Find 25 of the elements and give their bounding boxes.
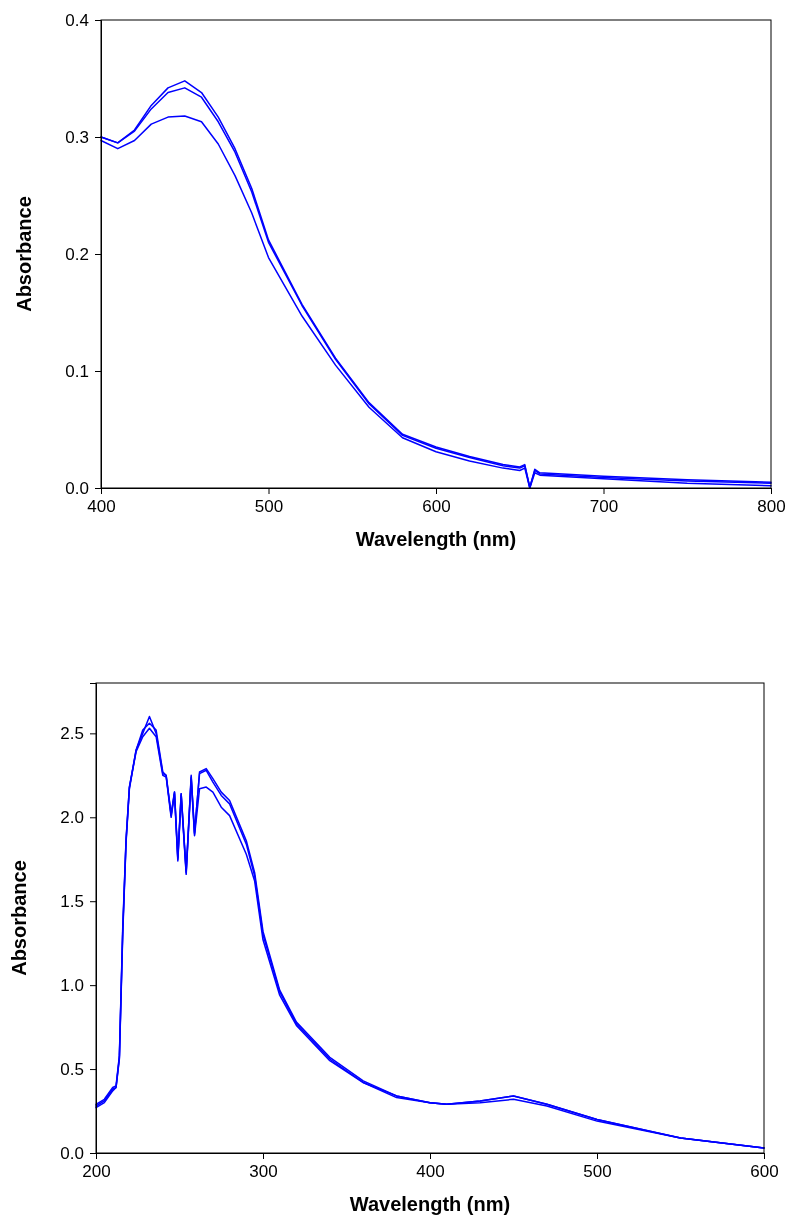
x-tick-label: 200 [82, 1162, 111, 1182]
x-tick-label: 600 [750, 1162, 779, 1182]
x-tick-label: 400 [416, 1162, 445, 1182]
y-tick-label: 1.5 [60, 892, 84, 912]
x-axis-title: Wavelength (nm) [349, 1193, 511, 1215]
x-tick-label: 500 [254, 497, 284, 517]
x-tick-label: 300 [249, 1162, 278, 1182]
y-tick-label: 2.5 [60, 724, 84, 744]
y-tick-label: 0.0 [60, 1143, 84, 1163]
y-tick-label: 0.5 [60, 1060, 84, 1080]
x-tick-label: 800 [757, 497, 786, 517]
y-axis-title: Absorbance [13, 196, 35, 312]
x-tick-label: 600 [422, 497, 451, 517]
y-tick-label: 0.3 [65, 127, 89, 147]
y-tick-label: 0.2 [65, 244, 89, 264]
y-tick-label: 0.1 [65, 361, 89, 381]
x-axis-title: Wavelength (nm) [355, 528, 517, 550]
y-tick-label: 0.4 [65, 10, 89, 30]
y-tick-label: 2.0 [60, 808, 84, 828]
y-tick-label: 1.0 [60, 976, 84, 996]
y-axis-title: Absorbance [8, 860, 30, 976]
x-tick-label: 400 [87, 497, 116, 517]
x-tick-label: 500 [583, 1162, 612, 1182]
y-tick-label: 0.0 [65, 478, 89, 498]
x-tick-label: 700 [589, 497, 619, 517]
